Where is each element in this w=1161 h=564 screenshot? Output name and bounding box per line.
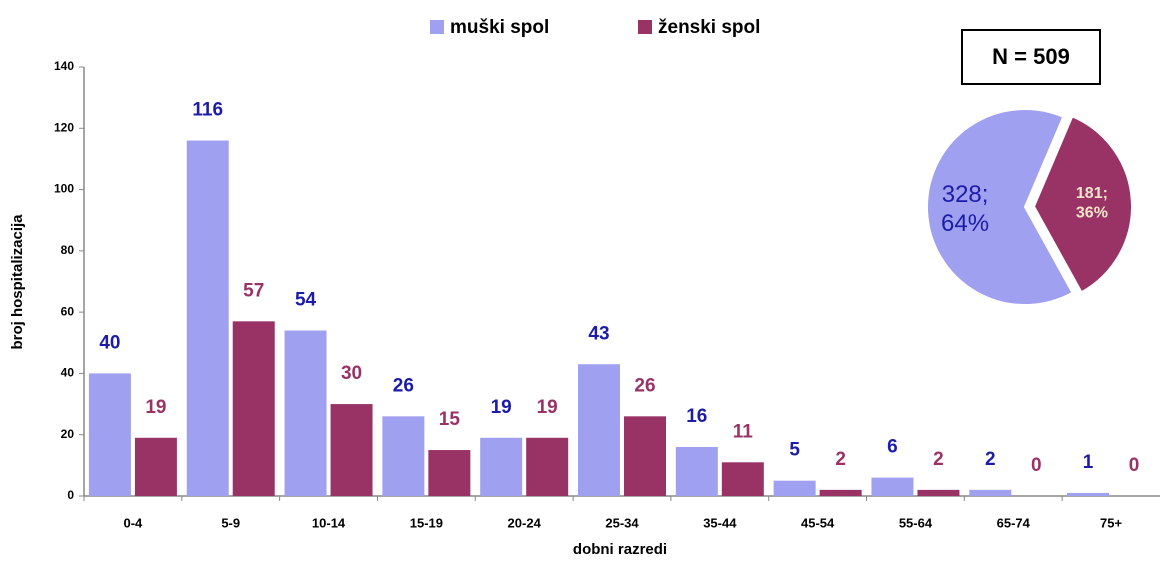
- y-tick-label: 80: [61, 243, 75, 257]
- data-label: 1: [1083, 452, 1094, 473]
- data-label: 15: [439, 409, 461, 430]
- data-label: 40: [99, 332, 120, 353]
- data-label: 16: [686, 406, 707, 427]
- pie-slice: [926, 108, 1074, 306]
- x-axis-label: dobni razredi: [573, 541, 667, 558]
- pie-percent-label: 64%: [941, 210, 989, 237]
- bar: [526, 437, 569, 496]
- y-tick-label: 60: [61, 304, 75, 318]
- y-tick-label: 40: [61, 366, 75, 380]
- y-tick-label: 100: [54, 182, 74, 196]
- data-label: 2: [835, 449, 846, 470]
- legend-swatch: [638, 20, 652, 34]
- data-label: 30: [341, 363, 362, 384]
- data-label: 54: [295, 290, 317, 311]
- pie-title-box: [961, 29, 1101, 85]
- bar: [675, 446, 718, 496]
- data-label: 0: [1031, 455, 1042, 476]
- x-tick-label: 25-34: [605, 515, 639, 530]
- bar: [917, 489, 960, 496]
- bar: [721, 462, 764, 496]
- bar: [871, 477, 914, 496]
- bar: [284, 330, 327, 496]
- bar: [186, 140, 229, 497]
- x-tick-label: 55-64: [899, 515, 933, 530]
- data-label: 26: [634, 375, 655, 396]
- x-tick-label: 65-74: [997, 515, 1031, 530]
- bar: [819, 489, 862, 496]
- legend-swatch: [430, 20, 444, 34]
- y-tick-label: 0: [67, 488, 74, 502]
- pie-value-label: 328;: [942, 181, 989, 208]
- bar: [480, 437, 523, 496]
- x-tick-label: 15-19: [410, 515, 443, 530]
- data-label: 19: [491, 397, 512, 418]
- y-tick-label: 140: [54, 59, 74, 73]
- data-label: 0: [1129, 455, 1140, 476]
- bar: [969, 489, 1012, 496]
- data-label: 2: [933, 449, 944, 470]
- bar: [88, 373, 131, 496]
- data-label: 57: [243, 280, 264, 301]
- data-label: 5: [789, 440, 800, 461]
- x-tick-label: 0-4: [124, 515, 144, 530]
- x-tick-label: 5-9: [221, 515, 240, 530]
- legend-label: ženski spol: [658, 17, 760, 38]
- bar: [773, 480, 816, 496]
- pie-slice: [1032, 115, 1133, 294]
- data-label: 2: [985, 449, 996, 470]
- y-tick-label: 20: [61, 427, 75, 441]
- x-tick-label: 75+: [1100, 515, 1122, 530]
- bar: [330, 404, 373, 496]
- pie-percent-label: 36%: [1076, 204, 1108, 221]
- data-label: 11: [733, 421, 754, 442]
- bar: [578, 364, 620, 496]
- data-label: 43: [588, 323, 609, 344]
- data-label: 6: [887, 437, 898, 458]
- x-tick-label: 45-54: [801, 515, 835, 530]
- x-tick-label: 10-14: [312, 515, 346, 530]
- data-label: 19: [145, 397, 166, 418]
- data-label: 116: [192, 100, 223, 121]
- y-axis-label: broj hospitalizacija: [9, 214, 26, 350]
- bar: [428, 450, 471, 496]
- bar: [134, 437, 177, 496]
- bar: [1067, 492, 1110, 496]
- pie-value-label: 181;: [1076, 185, 1108, 202]
- legend-label: muški spol: [450, 17, 549, 38]
- bar: [382, 416, 425, 496]
- pie-title: N = 509: [992, 44, 1070, 69]
- y-tick-label: 120: [54, 120, 74, 134]
- data-label: 26: [393, 375, 414, 396]
- bar: [232, 321, 275, 496]
- x-tick-label: 20-24: [508, 515, 542, 530]
- data-label: 19: [537, 397, 558, 418]
- bar: [624, 416, 666, 496]
- x-tick-label: 35-44: [703, 515, 737, 530]
